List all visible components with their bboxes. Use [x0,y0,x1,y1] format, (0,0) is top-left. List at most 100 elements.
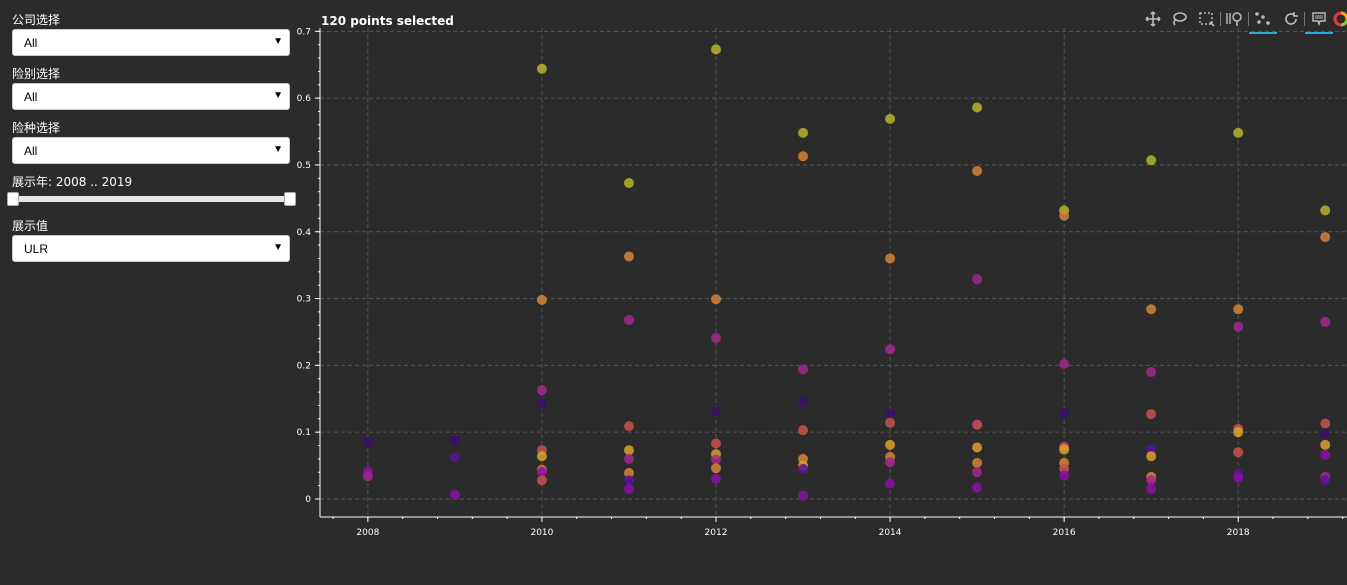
scatter-point[interactable] [623,467,634,478]
y-tick-label: 0.3 [297,295,311,305]
scatter-point[interactable] [1059,470,1070,481]
scatter-point[interactable] [798,397,809,408]
scatter-point[interactable] [1059,359,1070,370]
zoom-icon[interactable] [1224,8,1249,30]
scatter-point[interactable] [885,457,896,468]
scatter-point[interactable] [1233,127,1244,138]
hover-icon[interactable] [1305,8,1333,34]
scatter-point[interactable] [711,332,722,343]
scatter-point[interactable] [1233,447,1244,458]
scatter-point[interactable] [1233,304,1244,315]
pan-icon[interactable] [1142,8,1164,30]
scatter-point[interactable] [1320,316,1331,327]
scatter-point[interactable] [1320,418,1331,429]
chart-title: 120 points selected [321,14,454,28]
scatter-point[interactable] [885,439,896,450]
scatter-point[interactable] [798,151,809,162]
scatter-point[interactable] [972,482,983,493]
scatter-point[interactable] [623,475,634,486]
scatter-point[interactable] [972,442,983,453]
scatter-point[interactable] [711,44,722,55]
scatter-point[interactable] [1233,321,1244,332]
scatter-point[interactable] [798,425,809,436]
display-value-select[interactable]: ULR ▼ [12,235,290,262]
scatter-point[interactable] [536,467,547,478]
scatter-point[interactable] [536,398,547,409]
scatter-point[interactable] [1059,210,1070,221]
scatter-point[interactable] [1320,232,1331,243]
scatter-point[interactable] [885,344,896,355]
scatter-point[interactable] [1059,444,1070,455]
scatter-point[interactable] [536,385,547,396]
scatter-point[interactable] [885,253,896,264]
scatter-point[interactable] [449,435,460,446]
scatter-point[interactable] [798,364,809,375]
risk-type-select[interactable]: All ▼ [12,137,290,164]
scatter-points[interactable] [362,44,1331,501]
scatter-point[interactable] [1146,475,1157,486]
scatter-point[interactable] [1233,427,1244,438]
tap-icon[interactable] [1249,8,1277,34]
scatter-point[interactable] [711,406,722,417]
reset-icon[interactable] [1280,8,1305,30]
company-select[interactable]: All ▼ [12,29,290,56]
lasso-select-icon[interactable] [1168,8,1190,30]
scatter-point[interactable] [798,463,809,474]
scatter-point[interactable] [798,127,809,138]
scatter-point[interactable] [623,421,634,432]
scatter-point[interactable] [1146,304,1157,315]
scatter-point[interactable] [1320,428,1331,439]
scatter-point[interactable] [449,452,460,463]
scatter-point[interactable] [623,445,634,456]
scatter-point[interactable] [1146,367,1157,378]
scatter-point[interactable] [1320,205,1331,216]
scatter-point[interactable] [972,165,983,176]
year-range-start-handle[interactable] [7,192,19,206]
scatter-point[interactable] [623,314,634,325]
scatter-point[interactable] [711,294,722,305]
scatter-point[interactable] [885,113,896,124]
scatter-point[interactable] [972,467,983,478]
scatter-point[interactable] [711,454,722,465]
scatter-point[interactable] [1320,439,1331,450]
scatter-point[interactable] [972,419,983,430]
scatter-point[interactable] [536,63,547,74]
scatter-point[interactable] [1320,475,1331,486]
scatter-point[interactable] [362,437,373,448]
scatter-point[interactable] [885,408,896,419]
scatter-point[interactable] [1233,472,1244,483]
year-range-end-handle[interactable] [284,192,296,206]
scatter-point[interactable] [972,457,983,468]
x-tick-label: 2008 [356,528,379,538]
scatter-point[interactable] [536,475,547,486]
scatter-point[interactable] [1320,449,1331,460]
scatter-point[interactable] [623,251,634,262]
scatter-point[interactable] [1146,409,1157,420]
scatter-point[interactable] [972,102,983,113]
scatter-point[interactable] [711,463,722,474]
axes: 0 0.1 0.2 0.3 0.4 0.5 0.6 0.7 2008 2010 2012 2014 20… [297,27,1347,538]
year-range-slider-track[interactable] [12,196,290,202]
scatter-point[interactable] [972,274,983,285]
box-select-icon[interactable] [1196,8,1221,30]
scatter-point[interactable] [623,483,634,494]
scatter-point[interactable] [449,489,460,500]
display-value-select-value: ULR [24,242,49,256]
scatter-point[interactable] [536,451,547,462]
scatter-point[interactable] [1146,483,1157,494]
scatter-point[interactable] [362,471,373,482]
scatter-point[interactable] [1059,408,1070,419]
scatter-point[interactable] [1146,155,1157,166]
risk-class-select[interactable]: All ▼ [12,83,290,110]
scatter-point[interactable] [798,490,809,501]
scatter-point[interactable] [536,294,547,305]
scatter-point[interactable] [885,478,896,489]
scatter-point[interactable] [623,177,634,188]
scatter-point[interactable] [711,438,722,449]
scatter-point[interactable] [623,453,634,464]
scatter-point[interactable] [1146,451,1157,462]
scatter-point[interactable] [885,417,896,428]
scatter-point[interactable] [711,473,722,484]
risk-class-select-value: All [24,90,38,104]
